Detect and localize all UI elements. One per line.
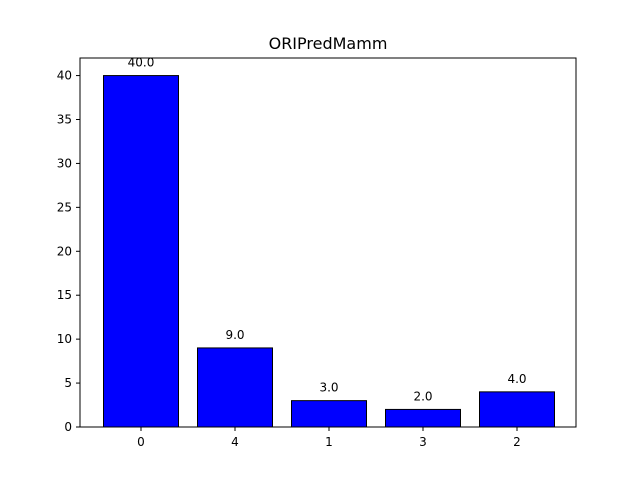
y-axis: 0 5 10 15 20 25 30 35 40 [57, 69, 80, 434]
y-tick-label: 30 [57, 156, 72, 170]
y-tick-label: 15 [57, 288, 72, 302]
y-tick-label: 10 [57, 332, 72, 346]
data-label: 9.0 [225, 328, 244, 342]
data-label: 2.0 [413, 389, 432, 403]
bars-group [103, 75, 555, 428]
x-tick-label: 4 [231, 435, 239, 449]
x-tick-label: 1 [325, 435, 333, 449]
chart-title: ORIPredMamm [269, 34, 388, 53]
bar [479, 391, 555, 428]
y-tick-label: 25 [57, 200, 72, 214]
y-tick-label: 40 [57, 69, 72, 83]
x-tick-label: 2 [513, 435, 521, 449]
y-tick-label: 35 [57, 113, 72, 127]
x-tick-label: 3 [419, 435, 427, 449]
y-tick-label: 20 [57, 244, 72, 258]
data-label: 4.0 [507, 372, 526, 386]
data-label: 3.0 [319, 381, 338, 395]
plot-frame [79, 57, 577, 428]
bar [103, 75, 179, 428]
data-label: 40.0 [128, 56, 155, 70]
bar [197, 347, 273, 428]
bar [291, 400, 367, 428]
y-tick-label: 0 [64, 420, 72, 434]
x-tick-label: 0 [137, 435, 145, 449]
x-axis: 0 4 1 3 2 [137, 427, 521, 449]
data-labels-group: 40.0 9.0 3.0 2.0 4.0 [128, 56, 527, 404]
bar [385, 408, 461, 428]
y-tick-label: 5 [64, 376, 72, 390]
